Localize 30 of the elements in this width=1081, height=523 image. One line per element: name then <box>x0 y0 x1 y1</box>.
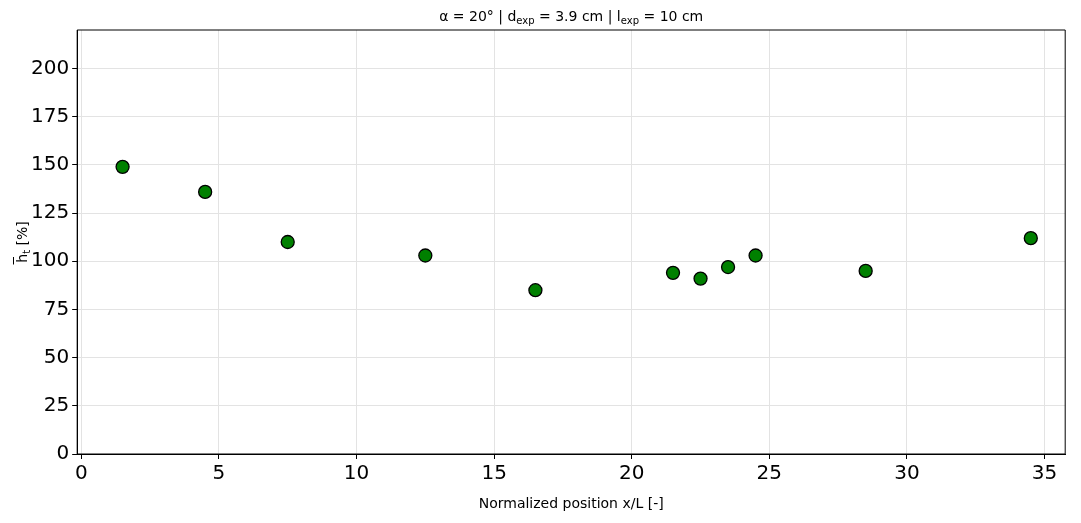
y-tick-label: 125 <box>30 199 70 224</box>
point <box>198 184 213 200</box>
y-tick-label: 0 <box>56 440 70 465</box>
y-tick-label: 150 <box>30 151 70 176</box>
point <box>1023 231 1038 246</box>
point <box>720 259 736 275</box>
x-tick-label: 15 <box>481 460 507 485</box>
x-tick-label: 25 <box>756 460 783 485</box>
x-tick-label: 10 <box>343 460 370 485</box>
x-axis-title: Normalized position x/L [-] <box>478 494 664 511</box>
point <box>418 248 433 263</box>
x-tick-label: 35 <box>1031 460 1058 485</box>
y-axis-title: h̅t [%] <box>13 221 33 266</box>
point <box>693 271 708 286</box>
point <box>528 283 543 298</box>
point <box>858 263 873 279</box>
y-tick-label: 200 <box>30 54 70 79</box>
y-tick-label: 175 <box>30 102 70 127</box>
y-tick-label: 50 <box>43 343 70 368</box>
x-tick-label: 0 <box>74 460 88 485</box>
point <box>280 234 295 250</box>
point <box>665 265 681 280</box>
x-tick-label: 20 <box>619 460 645 485</box>
y-tick-label: 75 <box>43 295 70 320</box>
y-tick-label: 25 <box>43 392 70 417</box>
x-tick-label: 30 <box>894 460 920 485</box>
x-tick-label: 5 <box>212 460 226 485</box>
point <box>748 248 763 263</box>
y-tick-label: 100 <box>30 247 70 272</box>
point <box>115 159 130 174</box>
